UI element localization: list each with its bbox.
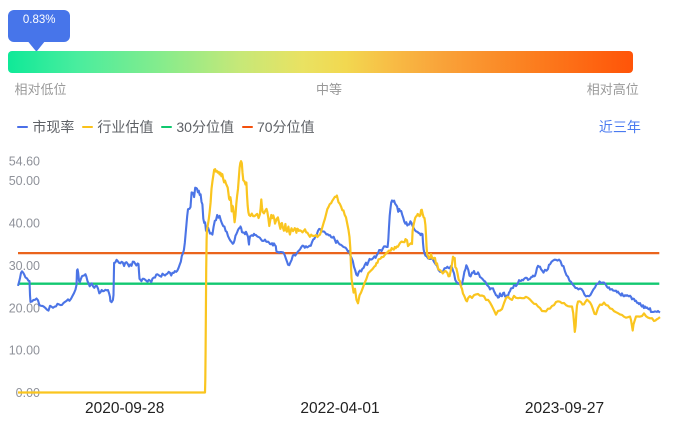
svg-text:2023-09-27: 2023-09-27 (525, 400, 604, 417)
svg-text:54.60: 54.60 (9, 155, 40, 169)
svg-text:20.00: 20.00 (9, 301, 40, 315)
svg-text:2020-09-28: 2020-09-28 (85, 400, 164, 417)
svg-text:40.00: 40.00 (9, 217, 40, 231)
svg-text:50.00: 50.00 (9, 174, 40, 188)
svg-text:10.00: 10.00 (9, 344, 40, 358)
svg-text:2022-04-01: 2022-04-01 (300, 400, 379, 417)
svg-text:30.00: 30.00 (9, 259, 40, 273)
